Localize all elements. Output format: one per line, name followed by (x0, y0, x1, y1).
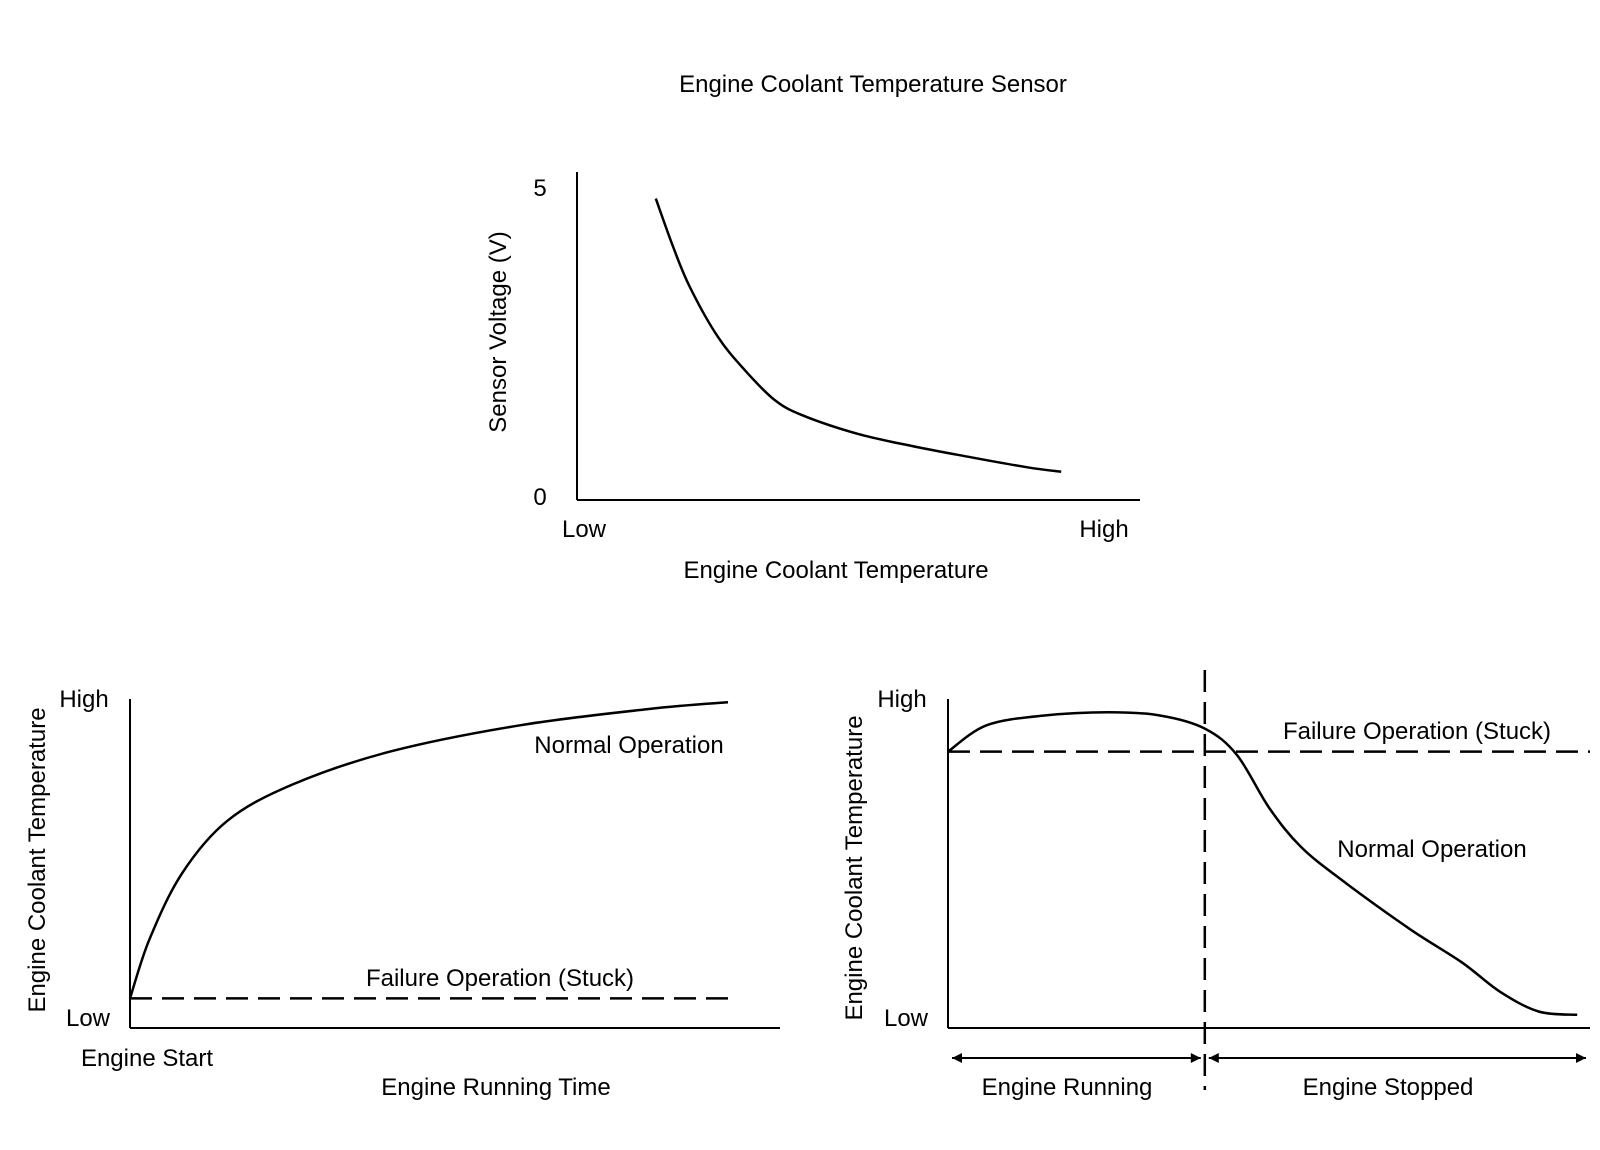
phase-label-stopped: Engine Stopped (1303, 1074, 1474, 1101)
y-tick-label: 0 (533, 484, 546, 511)
y-tick-label: Low (66, 1005, 111, 1032)
normal-operation-curve (128, 701, 729, 999)
figure-title: Engine Coolant Temperature Sensor (679, 71, 1067, 98)
sensor-voltage-chart: 5 0 Low High Engine Coolant Temperature … (485, 172, 1140, 584)
warmup-chart: High Low Engine Start Engine Running Tim… (24, 686, 780, 1101)
series-label: Failure Operation (Stuck) (366, 965, 634, 992)
x-tick-label: Engine Start (81, 1045, 213, 1072)
axes (576, 172, 1140, 501)
axes (947, 699, 1590, 1029)
x-tick-label: Low (562, 516, 607, 543)
y-tick-label: High (877, 686, 926, 713)
y-tick-label: Low (884, 1005, 929, 1032)
normal-operation-curve (947, 710, 1578, 1017)
y-axis-label: Sensor Voltage (V) (485, 231, 512, 432)
series-label: Failure Operation (Stuck) (1283, 718, 1551, 745)
voltage-curve (654, 198, 1062, 473)
y-tick-label: 5 (533, 175, 546, 202)
axes (129, 699, 780, 1029)
x-axis-label: Engine Running Time (381, 1074, 610, 1101)
y-axis-label: Engine Coolant Temperature (841, 715, 868, 1020)
series-label: Normal Operation (534, 732, 723, 759)
x-axis-label: Engine Coolant Temperature (683, 557, 988, 584)
x-tick-label: High (1079, 516, 1128, 543)
y-tick-label: High (59, 686, 108, 713)
cooldown-chart: High Low Engine Coolant Temperature Engi… (841, 670, 1590, 1101)
y-axis-label: Engine Coolant Temperature (24, 707, 51, 1012)
series-label: Normal Operation (1337, 836, 1526, 863)
phase-label-running: Engine Running (982, 1074, 1153, 1101)
